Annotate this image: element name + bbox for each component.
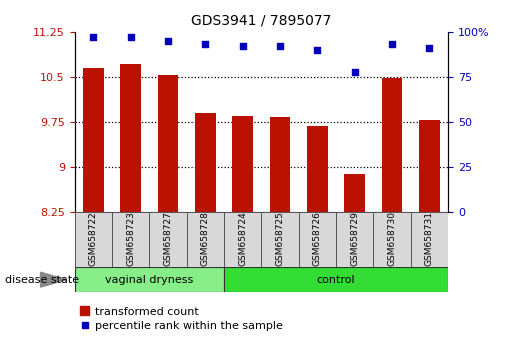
Point (164, 38, 172, 44)
Bar (410, 212, 448, 267)
Point (127, 34, 135, 40)
Text: GSM658722: GSM658722 (89, 211, 98, 266)
Point (89, 34, 97, 40)
Text: GSM658728: GSM658728 (201, 211, 210, 266)
Bar (195, 113, 216, 212)
Bar (232, 116, 253, 212)
Bar (186, 212, 224, 267)
Text: disease state: disease state (5, 275, 79, 285)
Bar (299, 212, 336, 267)
Text: GSM658725: GSM658725 (276, 211, 284, 266)
Bar (75, 267, 224, 292)
Point (388, 42, 396, 47)
Point (276, 44, 284, 49)
Text: control: control (317, 275, 355, 285)
Point (313, 47, 321, 53)
Text: GSM658729: GSM658729 (350, 211, 359, 266)
Bar (382, 78, 402, 212)
Text: GSM658723: GSM658723 (126, 211, 135, 266)
Bar (307, 126, 328, 212)
Point (351, 69, 359, 74)
Bar (112, 212, 149, 267)
Bar (261, 212, 299, 267)
Bar (345, 175, 365, 212)
Bar (149, 212, 186, 267)
Bar (158, 75, 178, 212)
Bar (419, 120, 440, 212)
Legend: transformed count, percentile rank within the sample: transformed count, percentile rank withi… (80, 307, 283, 331)
Title: GDS3941 / 7895077: GDS3941 / 7895077 (191, 14, 332, 28)
Bar (224, 267, 448, 292)
Bar (83, 68, 104, 212)
Text: GSM658727: GSM658727 (164, 211, 173, 266)
Bar (224, 212, 261, 267)
Text: GSM658730: GSM658730 (388, 211, 397, 266)
Text: GSM658731: GSM658731 (425, 211, 434, 266)
Polygon shape (41, 272, 66, 287)
Bar (336, 212, 373, 267)
Point (201, 42, 210, 47)
Text: GSM658724: GSM658724 (238, 211, 247, 266)
Point (238, 44, 247, 49)
Bar (75, 212, 112, 267)
Bar (270, 117, 290, 212)
Bar (373, 212, 410, 267)
Text: vaginal dryness: vaginal dryness (105, 275, 194, 285)
Bar (121, 64, 141, 212)
Text: GSM658726: GSM658726 (313, 211, 322, 266)
Point (425, 45, 434, 51)
